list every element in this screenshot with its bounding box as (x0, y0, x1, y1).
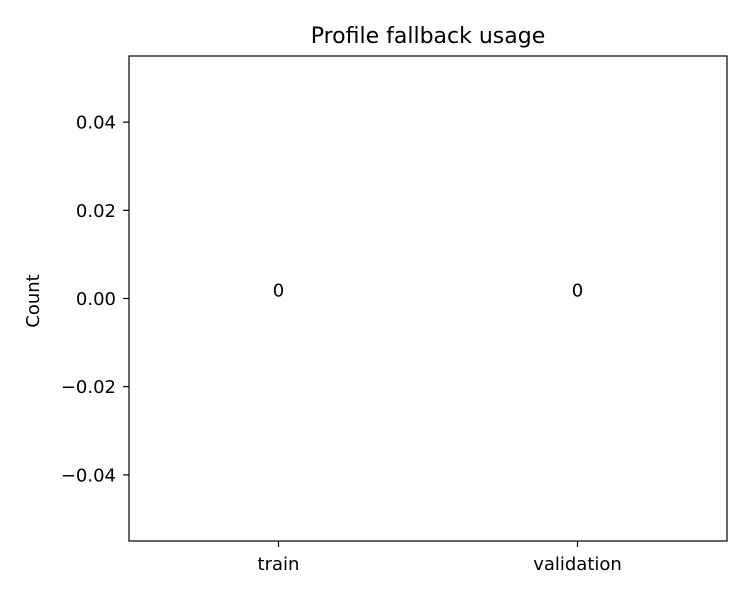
plot-area: −0.04 −0.02 0.00 0.02 0.04 train 0 validation 0 (61, 55, 728, 575)
axes-frame (128, 55, 728, 542)
x-tick-label: train (258, 554, 300, 575)
y-tick-label: 0.04 (76, 113, 116, 134)
y-tick-label: −0.02 (61, 377, 116, 398)
chart-title: Profile fallback usage (311, 24, 546, 49)
y-tick-label: 0.02 (76, 201, 116, 222)
x-tick-label: validation (533, 554, 622, 575)
y-tick-label: 0.00 (76, 289, 116, 310)
y-axis-label: Count (23, 274, 44, 327)
bar-data-label: 0 (572, 281, 583, 302)
bar-data-label: 0 (273, 281, 284, 302)
y-tick-label: −0.04 (61, 465, 116, 486)
